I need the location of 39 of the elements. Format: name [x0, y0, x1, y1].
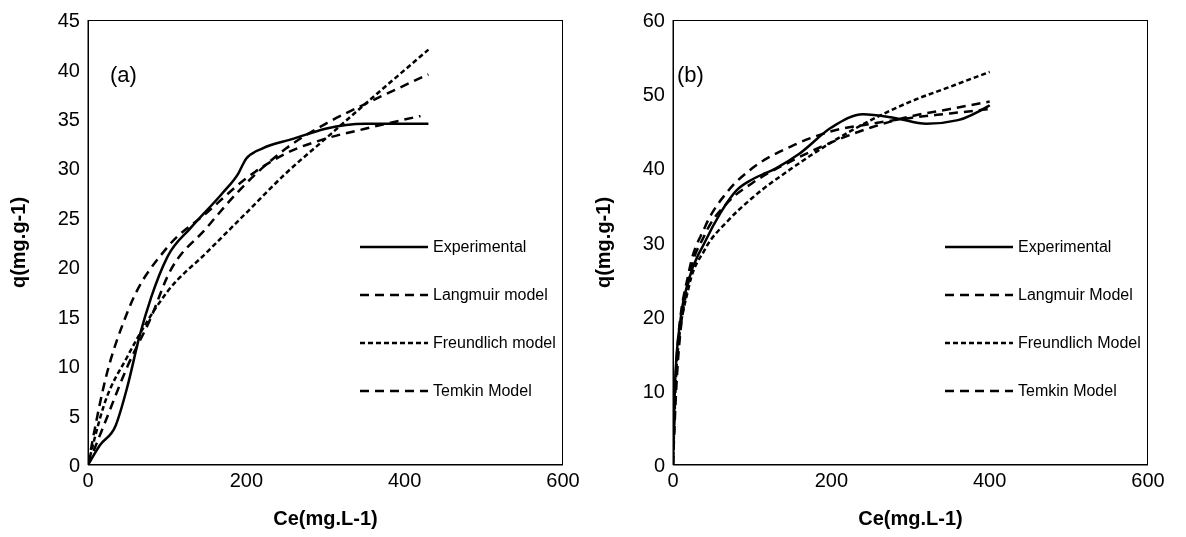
legend-label: Langmuir model	[433, 286, 549, 304]
y-tick-label: 50	[642, 83, 665, 106]
x-axis-title: Ce(mg.L-1)	[858, 507, 963, 529]
legend-label: Experimental	[1018, 238, 1113, 256]
x-tick-label: 400	[972, 469, 1007, 492]
y-axis-title: q(mg.g-1)	[7, 196, 30, 289]
y-tick-label: 15	[57, 305, 80, 328]
y-tick-label: 40	[642, 157, 665, 180]
y-tick-label: 45	[57, 9, 80, 32]
x-tick-label: 0	[82, 469, 94, 492]
y-tick-label: 20	[642, 305, 665, 328]
y-tick-label: 5	[68, 404, 80, 427]
y-tick-label: 30	[642, 231, 665, 254]
legend-label: Experimental	[433, 238, 528, 256]
x-tick-label: 200	[229, 469, 264, 492]
y-axis-title: q(mg.g-1)	[592, 196, 615, 289]
y-tick-label: 10	[57, 355, 80, 378]
annotation: (a)	[110, 62, 137, 88]
annotation: (b)	[677, 62, 704, 88]
x-tick-label: 400	[387, 469, 422, 492]
y-tick-label: 0	[653, 454, 665, 477]
x-tick-label: 600	[546, 469, 580, 492]
x-tick-label: 0	[667, 469, 679, 492]
y-tick-label: 25	[57, 206, 80, 229]
legend-label: Temkin Model	[1018, 382, 1118, 400]
legend-label: Freundlich Model	[1018, 334, 1142, 352]
y-tick-label: 30	[57, 157, 80, 180]
legend-label: Temkin Model	[433, 382, 533, 400]
y-tick-label: 20	[57, 256, 80, 279]
y-tick-label: 40	[57, 58, 80, 81]
legend-label: Freundlich model	[433, 334, 557, 352]
y-tick-label: 10	[642, 379, 665, 402]
x-axis-title: Ce(mg.L-1)	[273, 507, 378, 529]
x-tick-label: 600	[1131, 469, 1165, 492]
y-tick-label: 0	[68, 454, 80, 477]
x-tick-label: 200	[814, 469, 849, 492]
legend-label: Langmuir Model	[1018, 286, 1134, 304]
y-tick-label: 60	[642, 9, 665, 32]
y-tick-label: 35	[57, 107, 80, 130]
